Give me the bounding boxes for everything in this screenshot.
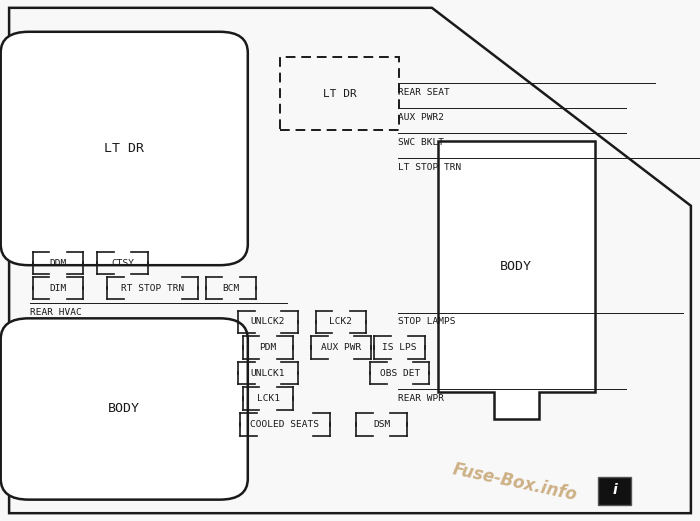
Text: LCK2: LCK2 (330, 317, 352, 327)
Text: SWC BKLT: SWC BKLT (398, 138, 444, 147)
Text: DDM: DDM (50, 258, 66, 268)
Text: AUX PWR2: AUX PWR2 (398, 113, 444, 122)
Text: OBS DET: OBS DET (379, 368, 420, 378)
Text: LT DR: LT DR (323, 89, 356, 99)
FancyBboxPatch shape (280, 57, 399, 130)
FancyBboxPatch shape (598, 477, 631, 505)
Text: BCM: BCM (223, 283, 239, 293)
Text: AUX PWR: AUX PWR (321, 343, 361, 352)
Text: DIM: DIM (50, 283, 66, 293)
Text: Fuse-Box.info: Fuse-Box.info (451, 460, 578, 504)
Text: CTSY: CTSY (111, 258, 134, 268)
Text: REAR SEAT: REAR SEAT (398, 88, 449, 97)
Polygon shape (438, 141, 595, 419)
Text: COOLED SEATS: COOLED SEATS (251, 420, 319, 429)
Text: RT STOP TRN: RT STOP TRN (121, 283, 184, 293)
Text: REAR WPR: REAR WPR (398, 394, 444, 403)
Polygon shape (9, 8, 691, 513)
Text: BODY: BODY (108, 403, 140, 415)
FancyBboxPatch shape (1, 318, 248, 500)
Text: LT DR: LT DR (104, 142, 144, 155)
Text: IS LPS: IS LPS (382, 343, 417, 352)
Text: DSM: DSM (373, 420, 390, 429)
FancyBboxPatch shape (1, 32, 248, 265)
Text: UNLCK2: UNLCK2 (251, 317, 286, 327)
Text: UNLCK1: UNLCK1 (251, 368, 286, 378)
Text: REAR HVAC: REAR HVAC (30, 308, 82, 317)
Text: LT STOP TRN: LT STOP TRN (398, 163, 461, 172)
Text: STOP LAMPS: STOP LAMPS (398, 317, 455, 327)
Text: LCK1: LCK1 (257, 394, 279, 403)
Text: PDM: PDM (260, 343, 276, 352)
Text: i: i (612, 483, 617, 497)
Text: BODY: BODY (500, 260, 532, 273)
